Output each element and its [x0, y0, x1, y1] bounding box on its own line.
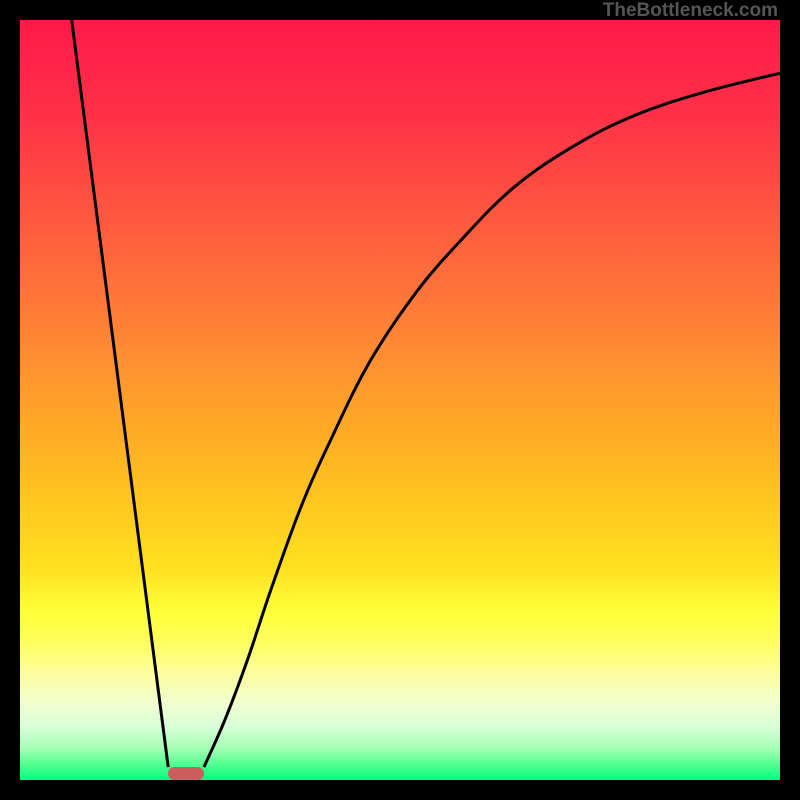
- chart-container: TheBottleneck.com: [0, 0, 800, 800]
- watermark-text: TheBottleneck.com: [603, 0, 778, 22]
- curve-left: [72, 20, 169, 767]
- curve-right: [204, 73, 780, 767]
- curves-layer: [20, 20, 780, 780]
- bottleneck-marker: [168, 767, 204, 780]
- plot-area: [20, 20, 780, 780]
